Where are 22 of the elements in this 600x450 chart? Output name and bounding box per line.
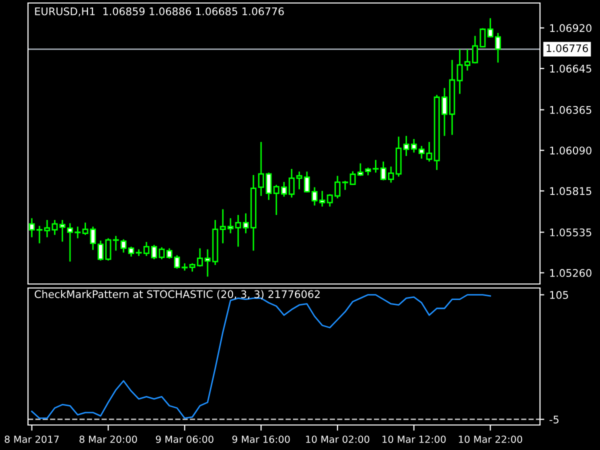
x-tick-label: 9 Mar 06:00 (156, 436, 214, 443)
y-tick-label: 1.06645 (550, 64, 592, 73)
x-tick-label: 10 Mar 12:00 (382, 436, 446, 443)
candlestick (105, 238, 112, 262)
y-tick-label: 1.05535 (550, 228, 592, 236)
y-tick-label: 1.05260 (550, 269, 592, 277)
chart-title: EURUSD,H1 1.06859 1.06886 1.06685 1.06776 (35, 7, 284, 16)
y-tick-label: -5 (550, 416, 559, 424)
x-tick-label: 10 Mar 22:00 (458, 436, 522, 443)
y-tick-label: 1.06090 (550, 146, 592, 154)
y-tick-label: 1.06920 (550, 24, 592, 32)
x-tick-label: 9 Mar 16:00 (232, 436, 290, 443)
candlestick (52, 219, 58, 236)
y-tick-label: 105 (550, 291, 568, 299)
ref-line-label: 1.06776 (546, 44, 588, 52)
chart-title: CheckMarkPattern at STOCHASTIC (20, 3, 3) 21776062 (34, 290, 320, 300)
x-tick-label: 8 Mar 20:00 (80, 436, 137, 443)
y-tick-label: 1.06365 (550, 106, 592, 114)
x-tick-label: 8 Mar 2017 (4, 436, 59, 443)
x-tick-label: 10 Mar 02:00 (306, 436, 370, 443)
y-tick-label: 1.05815 (550, 187, 592, 196)
candlestick (456, 48, 463, 95)
